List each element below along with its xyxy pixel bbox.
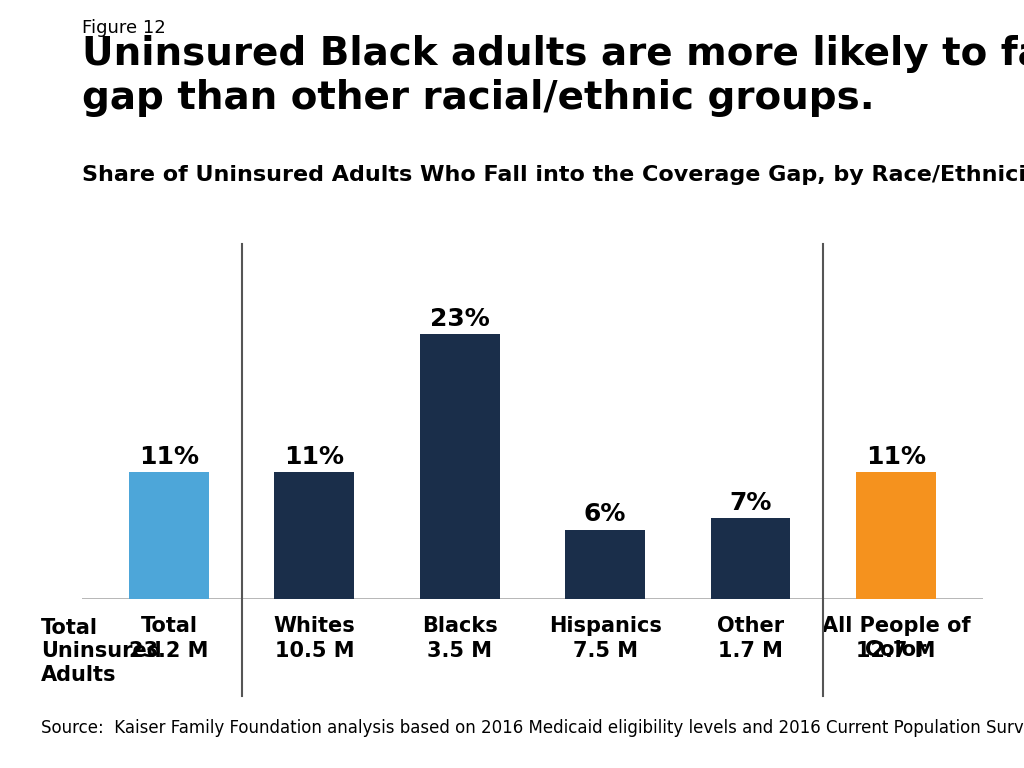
Bar bbox=[420, 334, 500, 599]
Text: 11%: 11% bbox=[285, 445, 344, 468]
Text: Whites: Whites bbox=[273, 616, 355, 637]
Text: Total: Total bbox=[140, 616, 198, 637]
Bar bbox=[565, 530, 645, 599]
Bar bbox=[856, 472, 936, 599]
Bar bbox=[711, 518, 791, 599]
Text: FAMILY: FAMILY bbox=[920, 710, 975, 723]
Text: THE HENRY J.: THE HENRY J. bbox=[922, 681, 973, 690]
Text: 23.2 M: 23.2 M bbox=[129, 641, 209, 661]
Text: 1.7 M: 1.7 M bbox=[718, 641, 783, 661]
Text: Uninsured Black adults are more likely to fall into the coverage
gap than other : Uninsured Black adults are more likely t… bbox=[82, 35, 1024, 117]
Bar bbox=[129, 472, 209, 599]
Text: 11%: 11% bbox=[139, 445, 199, 468]
Text: Figure 12: Figure 12 bbox=[82, 19, 166, 37]
Text: Share of Uninsured Adults Who Fall into the Coverage Gap, by Race/Ethnicity:: Share of Uninsured Adults Who Fall into … bbox=[82, 165, 1024, 185]
Text: 3.5 M: 3.5 M bbox=[427, 641, 493, 661]
Text: 7.5 M: 7.5 M bbox=[572, 641, 638, 661]
Text: FOUNDATION: FOUNDATION bbox=[922, 727, 973, 736]
Text: Total
Uninsured
Adults: Total Uninsured Adults bbox=[41, 618, 162, 684]
Text: Source:  Kaiser Family Foundation analysis based on 2016 Medicaid eligibility le: Source: Kaiser Family Foundation analysi… bbox=[41, 720, 1024, 737]
Text: All People of
Color: All People of Color bbox=[821, 616, 970, 660]
Text: KAISER: KAISER bbox=[919, 694, 976, 708]
Bar bbox=[274, 472, 354, 599]
Text: Other: Other bbox=[717, 616, 784, 637]
Text: 12.7 M: 12.7 M bbox=[856, 641, 936, 661]
Text: Hispanics: Hispanics bbox=[549, 616, 662, 637]
Text: 6%: 6% bbox=[584, 502, 627, 527]
Text: 7%: 7% bbox=[729, 491, 772, 515]
Text: 23%: 23% bbox=[430, 306, 489, 331]
Text: 10.5 M: 10.5 M bbox=[274, 641, 354, 661]
Text: Blacks: Blacks bbox=[422, 616, 498, 637]
Text: 11%: 11% bbox=[866, 445, 926, 468]
